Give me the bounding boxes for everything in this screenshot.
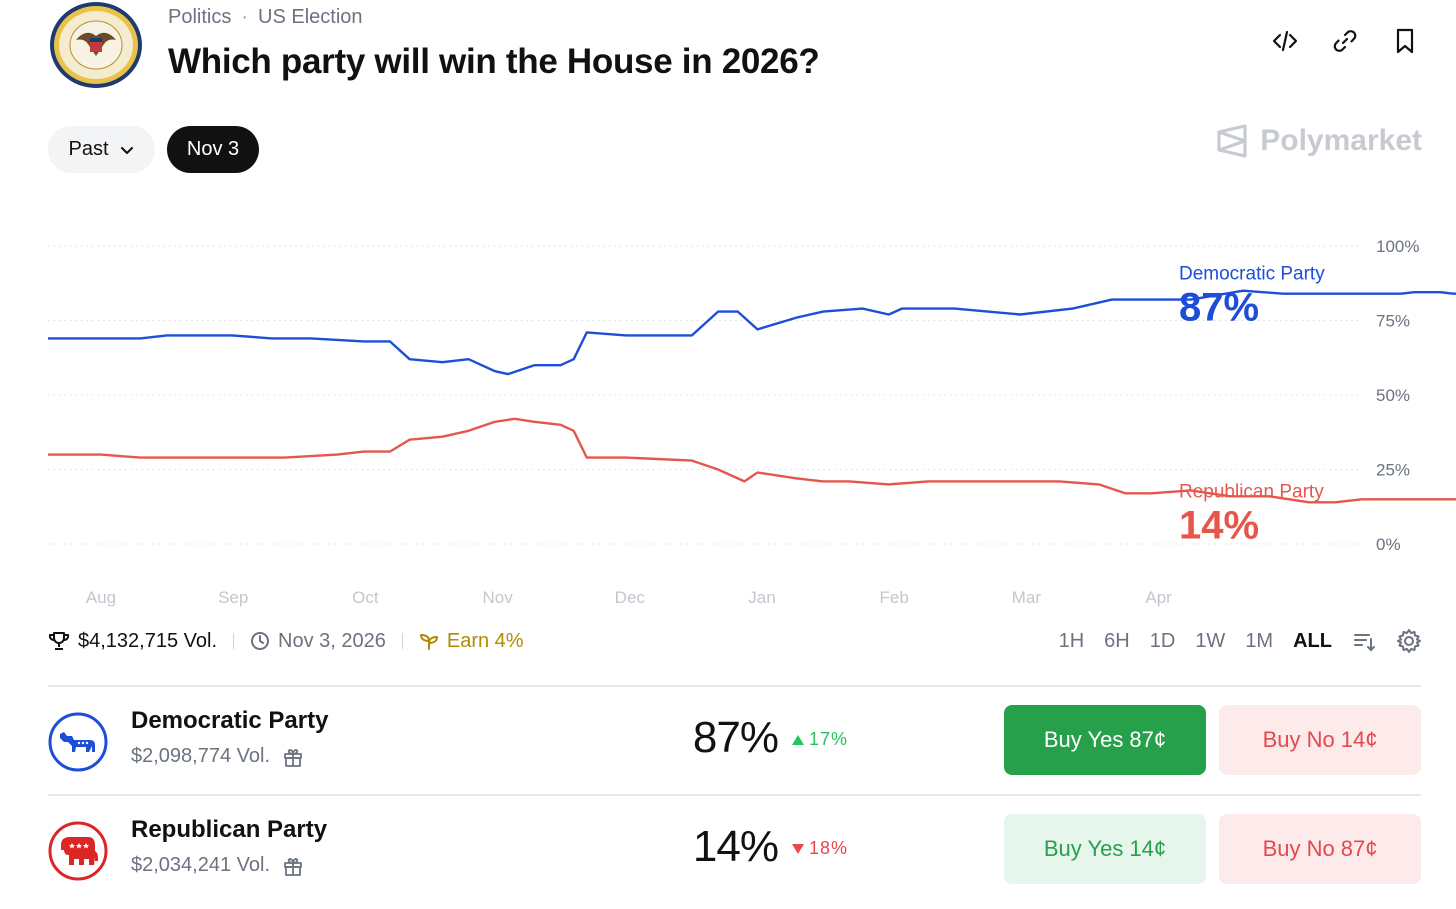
polymarket-logo-icon (1217, 124, 1247, 158)
outcome-change: 18% (792, 838, 848, 859)
x-tick-label: Sep (218, 588, 248, 607)
y-tick-label: 75% (1376, 312, 1410, 331)
x-tick-label: Oct (352, 588, 379, 607)
clock-icon (251, 632, 270, 650)
breadcrumb-separator: · (241, 6, 249, 28)
series-line-republican (48, 417, 1456, 504)
row-divider (48, 794, 1421, 796)
bookmark-icon[interactable] (1390, 26, 1420, 56)
buy-yes-price: 87¢ (1129, 727, 1167, 752)
past-label: Past (68, 138, 109, 160)
buy-yes-label: Buy Yes (1043, 727, 1124, 752)
gift-icon[interactable] (282, 746, 304, 768)
triangle-up-icon (792, 734, 804, 745)
outcome-row-democratic: Democratic Party $2,098,774 Vol. 87% 17%… (48, 705, 1421, 813)
gift-icon[interactable] (282, 855, 304, 877)
range-1h[interactable]: 1H (1058, 629, 1085, 652)
section-divider (48, 685, 1421, 687)
past-dropdown[interactable]: Past (48, 126, 155, 173)
buy-no-button[interactable]: Buy No 14¢ (1219, 705, 1421, 775)
x-tick-label: Apr (1145, 588, 1172, 607)
earn-stat[interactable]: Earn 4% (419, 630, 524, 653)
stats-divider (233, 633, 235, 649)
buy-yes-label: Buy Yes (1043, 836, 1124, 861)
sprout-icon (419, 634, 438, 650)
series-current-value: 87% (1179, 286, 1259, 330)
sort-icon[interactable] (1352, 629, 1376, 653)
page-title: Which party will win the House in 2026? (168, 42, 820, 81)
outcome-volume-value: $2,034,241 Vol. (131, 854, 271, 876)
buy-no-label: Buy No (1262, 727, 1335, 752)
x-tick-label: Nov (482, 588, 513, 607)
outcome-change: 17% (792, 729, 848, 750)
range-1w[interactable]: 1W (1195, 629, 1226, 652)
range-all[interactable]: ALL (1293, 629, 1332, 652)
elephant-icon (48, 821, 108, 881)
buy-yes-price: 14¢ (1129, 836, 1167, 861)
buy-no-label: Buy No (1262, 836, 1335, 861)
market-stats: $4,132,715 Vol. Nov 3, 2026 Earn 4% (48, 626, 524, 656)
outcome-change-value: 18% (809, 838, 849, 858)
outcome-volume: $2,034,241 Vol. (131, 854, 304, 877)
y-tick-label: 100% (1376, 237, 1419, 256)
outcome-volume-value: $2,098,774 Vol. (131, 745, 271, 767)
settings-gear-icon[interactable] (1396, 628, 1422, 654)
triangle-down-icon (792, 843, 804, 854)
outcome-percent: 87% (692, 713, 779, 762)
stats-divider (401, 633, 403, 649)
series-current-value: 14% (1179, 503, 1259, 547)
polymarket-logo: Polymarket (1216, 124, 1422, 158)
series-name-label: Democratic Party (1179, 264, 1325, 285)
breadcrumb-politics[interactable]: Politics (168, 6, 232, 28)
range-6h[interactable]: 6H (1104, 629, 1130, 652)
range-1d[interactable]: 1D (1149, 629, 1176, 652)
price-chart[interactable]: 0% 25% 50% 75% 100% Aug Sep Oct Nov Dec Jan Feb Mar A… (0, 200, 1456, 616)
end-date-stat: Nov 3, 2026 (250, 630, 386, 653)
buy-yes-button[interactable]: Buy Yes 87¢ (1004, 705, 1206, 775)
embed-code-icon[interactable] (1270, 26, 1300, 56)
outcome-name: Democratic Party (131, 707, 329, 734)
outcome-name: Republican Party (131, 816, 328, 843)
date-filter-button[interactable]: Nov 3 (167, 126, 259, 173)
series-name-label: Republican Party (1179, 481, 1324, 502)
market-header: Politics · US Election Which party will … (48, 0, 1428, 100)
buy-no-price: 14¢ (1340, 727, 1378, 752)
earn-label: Earn 4% (446, 629, 524, 652)
us-house-seal-icon (50, 2, 142, 88)
series-line-democratic (48, 289, 1456, 376)
total-volume: $4,132,715 Vol. (78, 629, 218, 652)
brand-name: Polymarket (1260, 124, 1422, 157)
chevron-down-icon (120, 146, 133, 154)
x-tick-label: Mar (1012, 588, 1042, 607)
donkey-icon (48, 712, 108, 772)
link-icon[interactable] (1330, 26, 1360, 56)
y-tick-label: 0% (1376, 535, 1401, 554)
buy-yes-button[interactable]: Buy Yes 14¢ (1004, 814, 1206, 884)
outcome-percent: 14% (692, 822, 779, 871)
volume-stat: $4,132,715 Vol. (48, 630, 217, 653)
time-range-selector: 1H 6H 1D 1W 1M ALL (1059, 626, 1422, 656)
buy-no-price: 87¢ (1340, 836, 1378, 861)
date-label: Nov 3 (186, 138, 240, 160)
outcome-change-value: 17% (809, 729, 849, 749)
end-date: Nov 3, 2026 (278, 629, 386, 652)
y-tick-label: 25% (1376, 461, 1410, 480)
x-tick-label: Dec (615, 588, 646, 607)
breadcrumb: Politics · US Election (168, 6, 363, 29)
trophy-icon (48, 632, 70, 650)
breadcrumb-us-election[interactable]: US Election (258, 6, 363, 28)
x-tick-label: Aug (86, 588, 116, 607)
outcome-volume: $2,098,774 Vol. (131, 745, 304, 768)
y-tick-label: 50% (1376, 386, 1410, 405)
x-tick-label: Feb (880, 588, 909, 607)
x-tick-label: Jan (748, 588, 775, 607)
outcome-row-republican: Republican Party $2,034,241 Vol. 14% 18%… (48, 814, 1421, 909)
range-1m[interactable]: 1M (1245, 629, 1274, 652)
buy-no-button[interactable]: Buy No 87¢ (1219, 814, 1421, 884)
header-actions (1270, 26, 1420, 56)
